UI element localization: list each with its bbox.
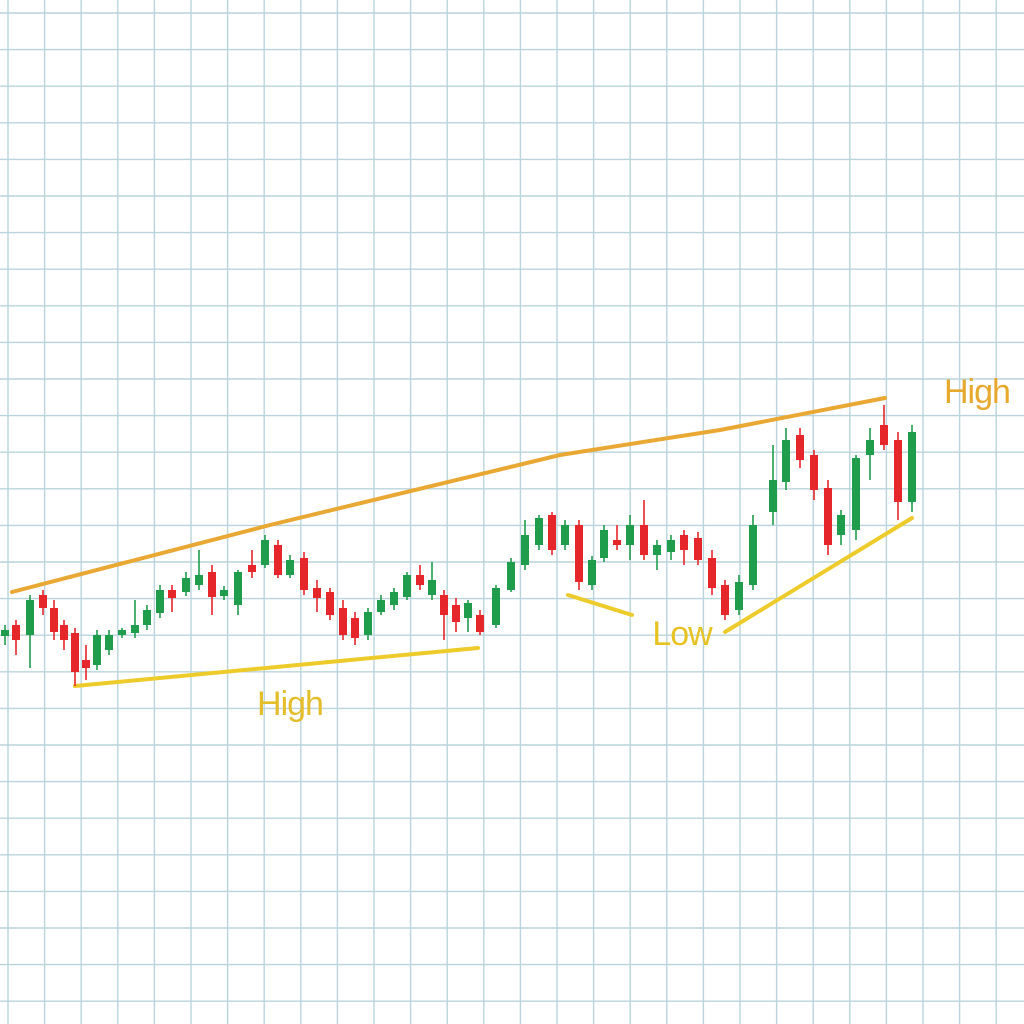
- trend-line: [73, 646, 480, 688]
- candle-body: [521, 535, 529, 565]
- candle-body: [300, 558, 308, 590]
- candle-body: [313, 588, 321, 598]
- candle-body: [667, 540, 675, 552]
- candle-body: [464, 603, 472, 618]
- candle-body: [390, 592, 398, 605]
- candle-body: [721, 585, 729, 615]
- candle-body: [735, 582, 743, 610]
- trend-line: [723, 516, 914, 634]
- candle-body: [1, 630, 9, 636]
- candle-body: [93, 635, 101, 665]
- candle-body: [156, 590, 164, 613]
- candle-body: [782, 440, 790, 482]
- candle-body: [248, 565, 256, 572]
- candle-body: [351, 618, 359, 638]
- candle-body: [105, 635, 113, 650]
- candle-body: [824, 488, 832, 545]
- candle-body: [440, 595, 448, 615]
- candle-body: [377, 600, 385, 612]
- candle-body: [208, 572, 216, 597]
- candle-body: [908, 432, 916, 502]
- candle-body: [274, 545, 282, 575]
- candle-body: [680, 535, 688, 550]
- candle-body: [880, 425, 888, 445]
- candle-body: [60, 625, 68, 640]
- annotation-label: High: [944, 373, 1010, 411]
- candle-body: [492, 588, 500, 625]
- candle-body: [50, 608, 58, 632]
- candle-body: [118, 630, 126, 635]
- candle-body: [234, 572, 242, 605]
- candle-body: [561, 525, 569, 545]
- annotation-label: Low: [652, 615, 713, 653]
- candle-body: [182, 578, 190, 592]
- candle-body: [866, 440, 874, 455]
- candle-body: [810, 455, 818, 490]
- candle-body: [220, 590, 228, 596]
- candle-body: [852, 458, 860, 530]
- candle-body: [653, 545, 661, 555]
- candle-body: [588, 560, 596, 585]
- candle-body: [26, 600, 34, 635]
- candle-body: [131, 625, 139, 633]
- candle-body: [39, 595, 47, 608]
- candle-body: [894, 440, 902, 502]
- candle-body: [548, 515, 556, 550]
- candle-body: [364, 612, 372, 635]
- candle-body: [168, 590, 176, 598]
- candle-body: [326, 592, 334, 615]
- candle-body: [575, 525, 583, 582]
- candle-body: [476, 615, 484, 632]
- candle-body: [12, 625, 20, 640]
- trend-line: [566, 593, 634, 617]
- candle-body: [71, 633, 79, 672]
- candle-body: [416, 575, 424, 585]
- trend-line: [10, 396, 887, 594]
- candle-body: [195, 575, 203, 585]
- candle-body: [749, 525, 757, 585]
- candle-body: [286, 560, 294, 575]
- candle-body: [403, 575, 411, 597]
- candle-body: [837, 515, 845, 535]
- candle-body: [694, 538, 702, 560]
- candle-body: [261, 540, 269, 565]
- candle-body: [796, 435, 804, 460]
- candle-body: [339, 608, 347, 635]
- candle-body: [535, 518, 543, 545]
- candle-body: [428, 580, 436, 595]
- candle-body: [769, 480, 777, 512]
- candle-body: [452, 605, 460, 622]
- candle-body: [640, 525, 648, 555]
- candle-body: [600, 530, 608, 558]
- candle-body: [708, 558, 716, 588]
- candle-body: [626, 525, 634, 545]
- candle-body: [143, 610, 151, 625]
- annotation-label: High: [257, 685, 323, 723]
- candle-body: [507, 562, 515, 590]
- candle-body: [82, 660, 90, 668]
- candle-body: [613, 540, 621, 545]
